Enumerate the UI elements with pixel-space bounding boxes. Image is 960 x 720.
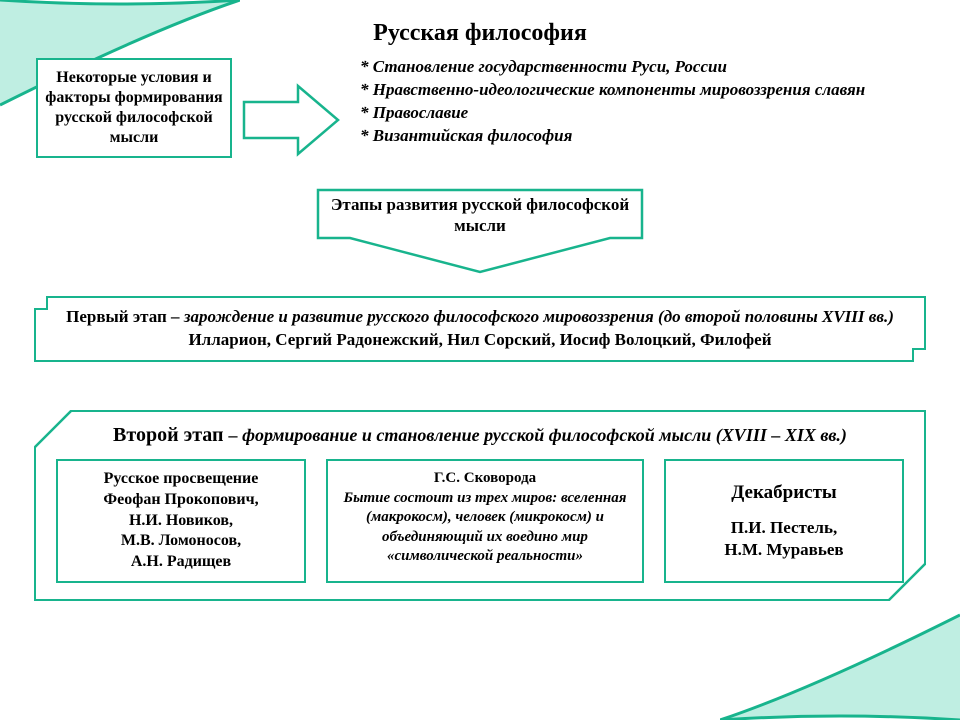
conditions-text: Некоторые условия и факторы формирования… [45, 69, 222, 146]
stage2-title: Второй этап – формирование и становление… [56, 422, 904, 449]
box-b-t1: Г.С. Сковорода [338, 469, 632, 489]
corner-decoration-bottom-right [720, 610, 960, 720]
box-b-t2: Бытие состоит из трех миров: вселенная (… [338, 489, 632, 567]
box-c-t2: П.И. Пестель, [676, 517, 892, 539]
box-decembrists: Декабристы П.И. Пестель, Н.М. Муравьев [664, 459, 904, 583]
factor-4: * Византийская философия [360, 125, 920, 148]
stage2-desc: – формирование и становление русской фил… [229, 425, 847, 445]
factors-list: * Становление государственности Руси, Ро… [360, 56, 920, 148]
stage1-desc: – зарождение и развитие русского философ… [171, 307, 894, 326]
conditions-box: Некоторые условия и факторы формирования… [36, 58, 232, 158]
box-c-t1: Декабристы [676, 481, 892, 506]
stage1-names: Илларион, Сергий Радонежский, Нил Сорски… [60, 329, 900, 352]
box-enlightenment: Русское просвещение Феофан Прокопович, Н… [56, 459, 306, 583]
box-a-t3: Н.И. Новиков, [68, 511, 294, 532]
cut-corner-tl [34, 410, 72, 448]
box-a-t2: Феофан Прокопович, [68, 490, 294, 511]
page-title: Русская философия [0, 20, 960, 47]
factor-1: * Становление государственности Руси, Ро… [360, 56, 920, 79]
box-c-t3: Н.М. Муравьев [676, 539, 892, 561]
box-skovoroda: Г.С. Сковорода Бытие состоит из трех мир… [326, 459, 644, 583]
factor-2: * Нравственно-идеологические компоненты … [360, 79, 920, 102]
box-a-t1: Русское просвещение [68, 469, 294, 490]
stage1-label: Первый этап [66, 307, 171, 326]
stage2-panel: Второй этап – формирование и становление… [34, 410, 926, 601]
stages-header: Этапы развития русской философской мысли [310, 186, 650, 237]
stage2-row: Русское просвещение Феофан Прокопович, Н… [56, 459, 904, 583]
arrow-icon [238, 82, 348, 158]
factor-3: * Православие [360, 102, 920, 125]
box-a-t5: А.Н. Радищев [68, 552, 294, 573]
stage1-panel: Первый этап – зарождение и развитие русс… [34, 296, 926, 362]
stage2-label: Второй этап [113, 424, 229, 446]
cut-corner-br [888, 563, 926, 601]
box-a-t4: М.В. Ломоносов, [68, 531, 294, 552]
stage1-line1: Первый этап – зарождение и развитие русс… [60, 306, 900, 329]
